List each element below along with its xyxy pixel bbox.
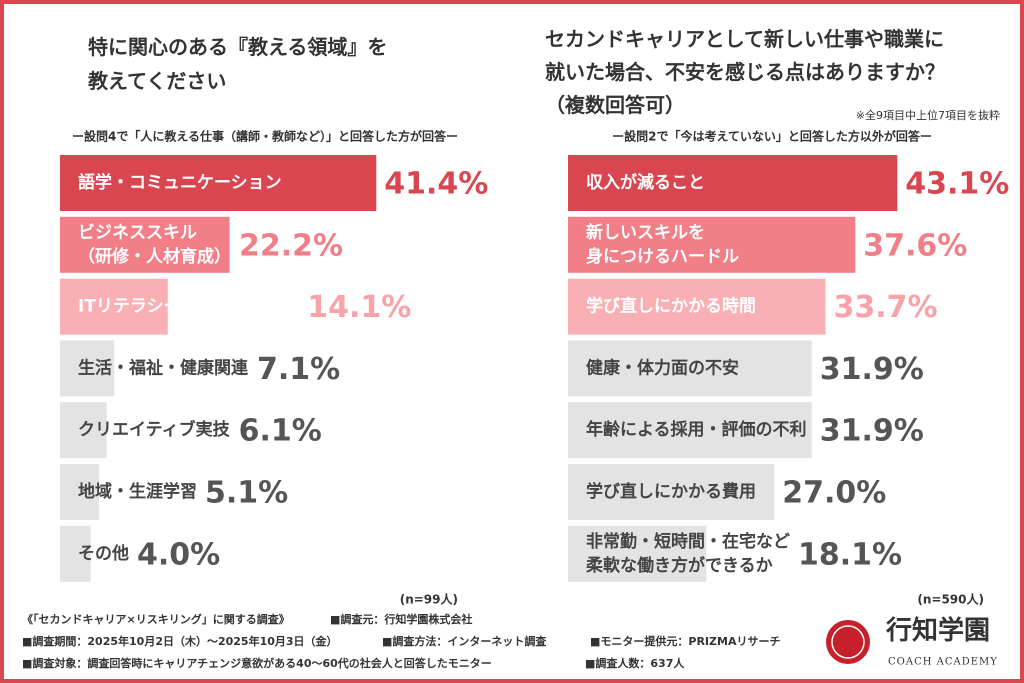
category-label: 年齢による採用・評価の不利	[586, 419, 807, 440]
value-label: 41.4%	[384, 167, 488, 202]
survey-monitor: ■モニター提供元：PRIZMAリサーチ	[590, 634, 780, 648]
category-label: クリエイティブ実技	[78, 419, 231, 440]
bar	[60, 525, 91, 582]
logo-ring	[831, 625, 865, 659]
chart-subtitle: ー設問2で「今は考えていない」と回答した方以外が回答ー	[612, 129, 932, 144]
category-label: 語学・コミュニケーション	[78, 172, 282, 193]
logo-name: 行知学園	[885, 615, 990, 646]
chart-subtitle: ー設問4で「人に教える仕事（講師・教師など）」と回答した方が回答ー	[72, 129, 458, 144]
sample-size: (n=99人)	[400, 592, 458, 607]
category-label: 学び直しにかかる費用	[586, 481, 756, 502]
bar	[60, 464, 99, 520]
category-label: 新しいスキルを身につけるハードル	[586, 222, 739, 267]
category-label: 健康・体力面の不安	[586, 357, 739, 378]
survey-target: ■調査対象：調査回答時にキャリアチェンジ意欲がある40～60代の社会人と回答した…	[22, 656, 492, 670]
value-label: 31.9%	[820, 352, 924, 387]
bar	[60, 340, 115, 397]
category-label: 学び直しにかかる時間	[586, 296, 756, 317]
sample-size: (n=590人)	[917, 592, 984, 607]
bar	[568, 525, 707, 582]
logo-sub: COACH ACADEMY	[888, 657, 998, 668]
bar	[568, 402, 812, 459]
category-label: 収入が減ること	[586, 172, 705, 193]
value-label: 33.7%	[833, 290, 937, 325]
value-label: 31.9%	[820, 414, 924, 449]
bar	[60, 278, 168, 335]
value-label: 6.1%	[239, 414, 322, 449]
bar	[568, 216, 856, 273]
category-label: 地域・生涯学習	[78, 481, 197, 502]
value-label: 27.0%	[782, 476, 886, 511]
category-label: 生活・福祉・健康関連	[78, 357, 249, 378]
category-label: ITリテラシー・デジタル活用	[78, 296, 299, 317]
value-label: 7.1%	[257, 352, 340, 387]
value-label: 37.6%	[863, 228, 967, 263]
survey-source: ■調査元：行知学園株式会社	[330, 612, 472, 626]
bar	[60, 155, 377, 211]
survey-method: ■調査方法：インターネット調査	[382, 634, 546, 648]
chart-title: セカンドキャリアとして新しい仕事や職業に就いた場合、不安を感じる点はありますか？…	[545, 27, 945, 117]
bar	[568, 155, 898, 211]
bar	[60, 216, 230, 273]
bar	[568, 278, 826, 335]
value-label: 22.2%	[239, 228, 343, 263]
value-label: 18.1%	[798, 537, 902, 572]
value-label: 43.1%	[905, 167, 1009, 202]
bar	[568, 340, 812, 397]
value-label: 5.1%	[205, 476, 288, 511]
note: ※全9項目中上位7項目を抜粋	[856, 108, 1000, 122]
chart-title: 特に関心のある『教える領域』を教えてください	[88, 35, 387, 93]
bar	[60, 402, 107, 459]
survey-period: ■調査期間：2025年10月2日（木）～2025年10月3日（金）	[22, 634, 338, 648]
bar	[568, 464, 775, 520]
survey-name: 《「セカンドキャリア×リスキリング」に関する調査》	[22, 612, 290, 626]
category-label: その他	[78, 543, 129, 564]
category-label: ビジネススキル（研修・人材育成）	[78, 223, 231, 267]
category-label: 非常勤・短時間・在宅など柔軟な働き方ができるか	[586, 531, 790, 576]
value-label: 4.0%	[137, 537, 220, 572]
survey-count: ■調査人数：637人	[585, 656, 685, 670]
value-label: 14.1%	[307, 290, 411, 325]
